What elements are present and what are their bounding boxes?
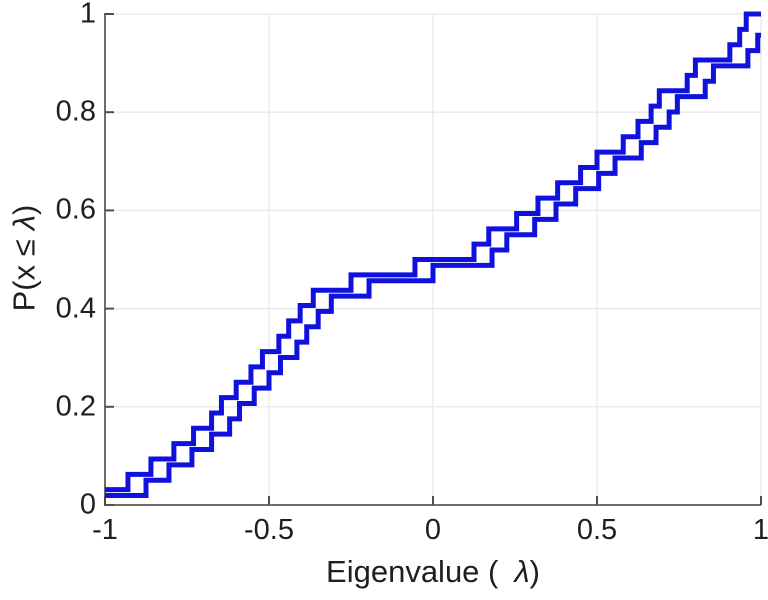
eigenvalue-cdf-primary <box>105 11 761 493</box>
x-axis-label: Eigenvalue ( λ) <box>326 556 540 587</box>
x-tick-label: -1 <box>92 514 118 546</box>
x-axis-label-text: Eigenvalue ( <box>326 554 499 589</box>
y-axis-label-text: P(x ≤ <box>6 239 42 312</box>
y-tick-label: 1 <box>79 0 96 30</box>
y-axis-label: P(x ≤ λ) <box>6 204 42 312</box>
y-tick-label: 0.6 <box>55 193 96 226</box>
grid-lines <box>105 13 762 505</box>
y-tick-label: 0.4 <box>55 292 96 325</box>
eigenvalue-cdf-secondary <box>105 32 761 499</box>
y-tick-label: 0.8 <box>55 95 96 128</box>
x-tick-label: 1 <box>752 514 768 546</box>
y-tick-label: 0 <box>79 488 96 521</box>
x-tick-label: 0 <box>424 514 442 546</box>
y-axis-label-suffix: ) <box>6 204 42 215</box>
x-tick-label: 0.5 <box>576 514 618 546</box>
x-tick-label: -0.5 <box>244 514 294 546</box>
lambda-symbol: λ <box>6 214 42 231</box>
x-axis-label-suffix: ) <box>529 554 540 589</box>
tick-marks <box>104 13 762 506</box>
lambda-symbol: λ <box>514 554 530 589</box>
y-tick-label: 0.2 <box>55 390 96 423</box>
